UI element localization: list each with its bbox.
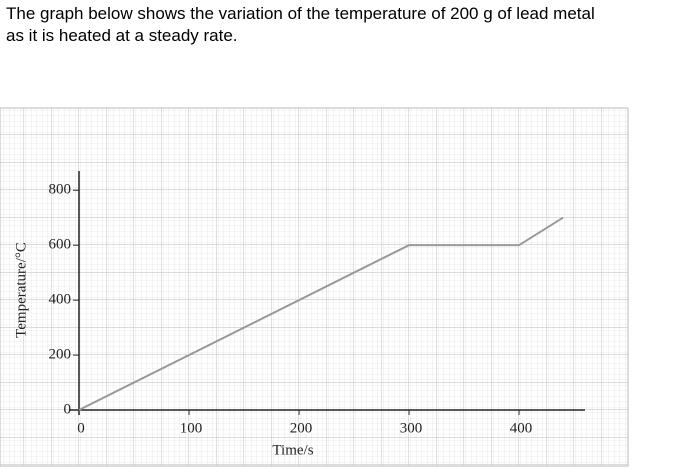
y-tick-label: 600	[49, 237, 72, 253]
question-text: The graph below shows the variation of t…	[6, 4, 595, 23]
graph-paper	[0, 107, 629, 467]
data-line	[78, 216, 564, 411]
x-tick-label: 200	[290, 420, 313, 436]
y-axis-label: Temperature/°C	[13, 242, 29, 338]
y-tick-label: 0	[64, 401, 72, 417]
x-axis-label: Time/s	[272, 442, 313, 458]
x-tick-label: 0	[77, 420, 85, 436]
x-tick-label: 300	[400, 420, 423, 436]
x-tick-label: 400	[510, 420, 533, 436]
question-text: as it is heated at a steady rate.	[6, 26, 238, 45]
y-tick-label: 800	[49, 182, 72, 198]
x-tick-label: 100	[180, 420, 203, 436]
y-tick-label: 400	[49, 292, 72, 308]
y-tick-label: 200	[49, 346, 72, 362]
